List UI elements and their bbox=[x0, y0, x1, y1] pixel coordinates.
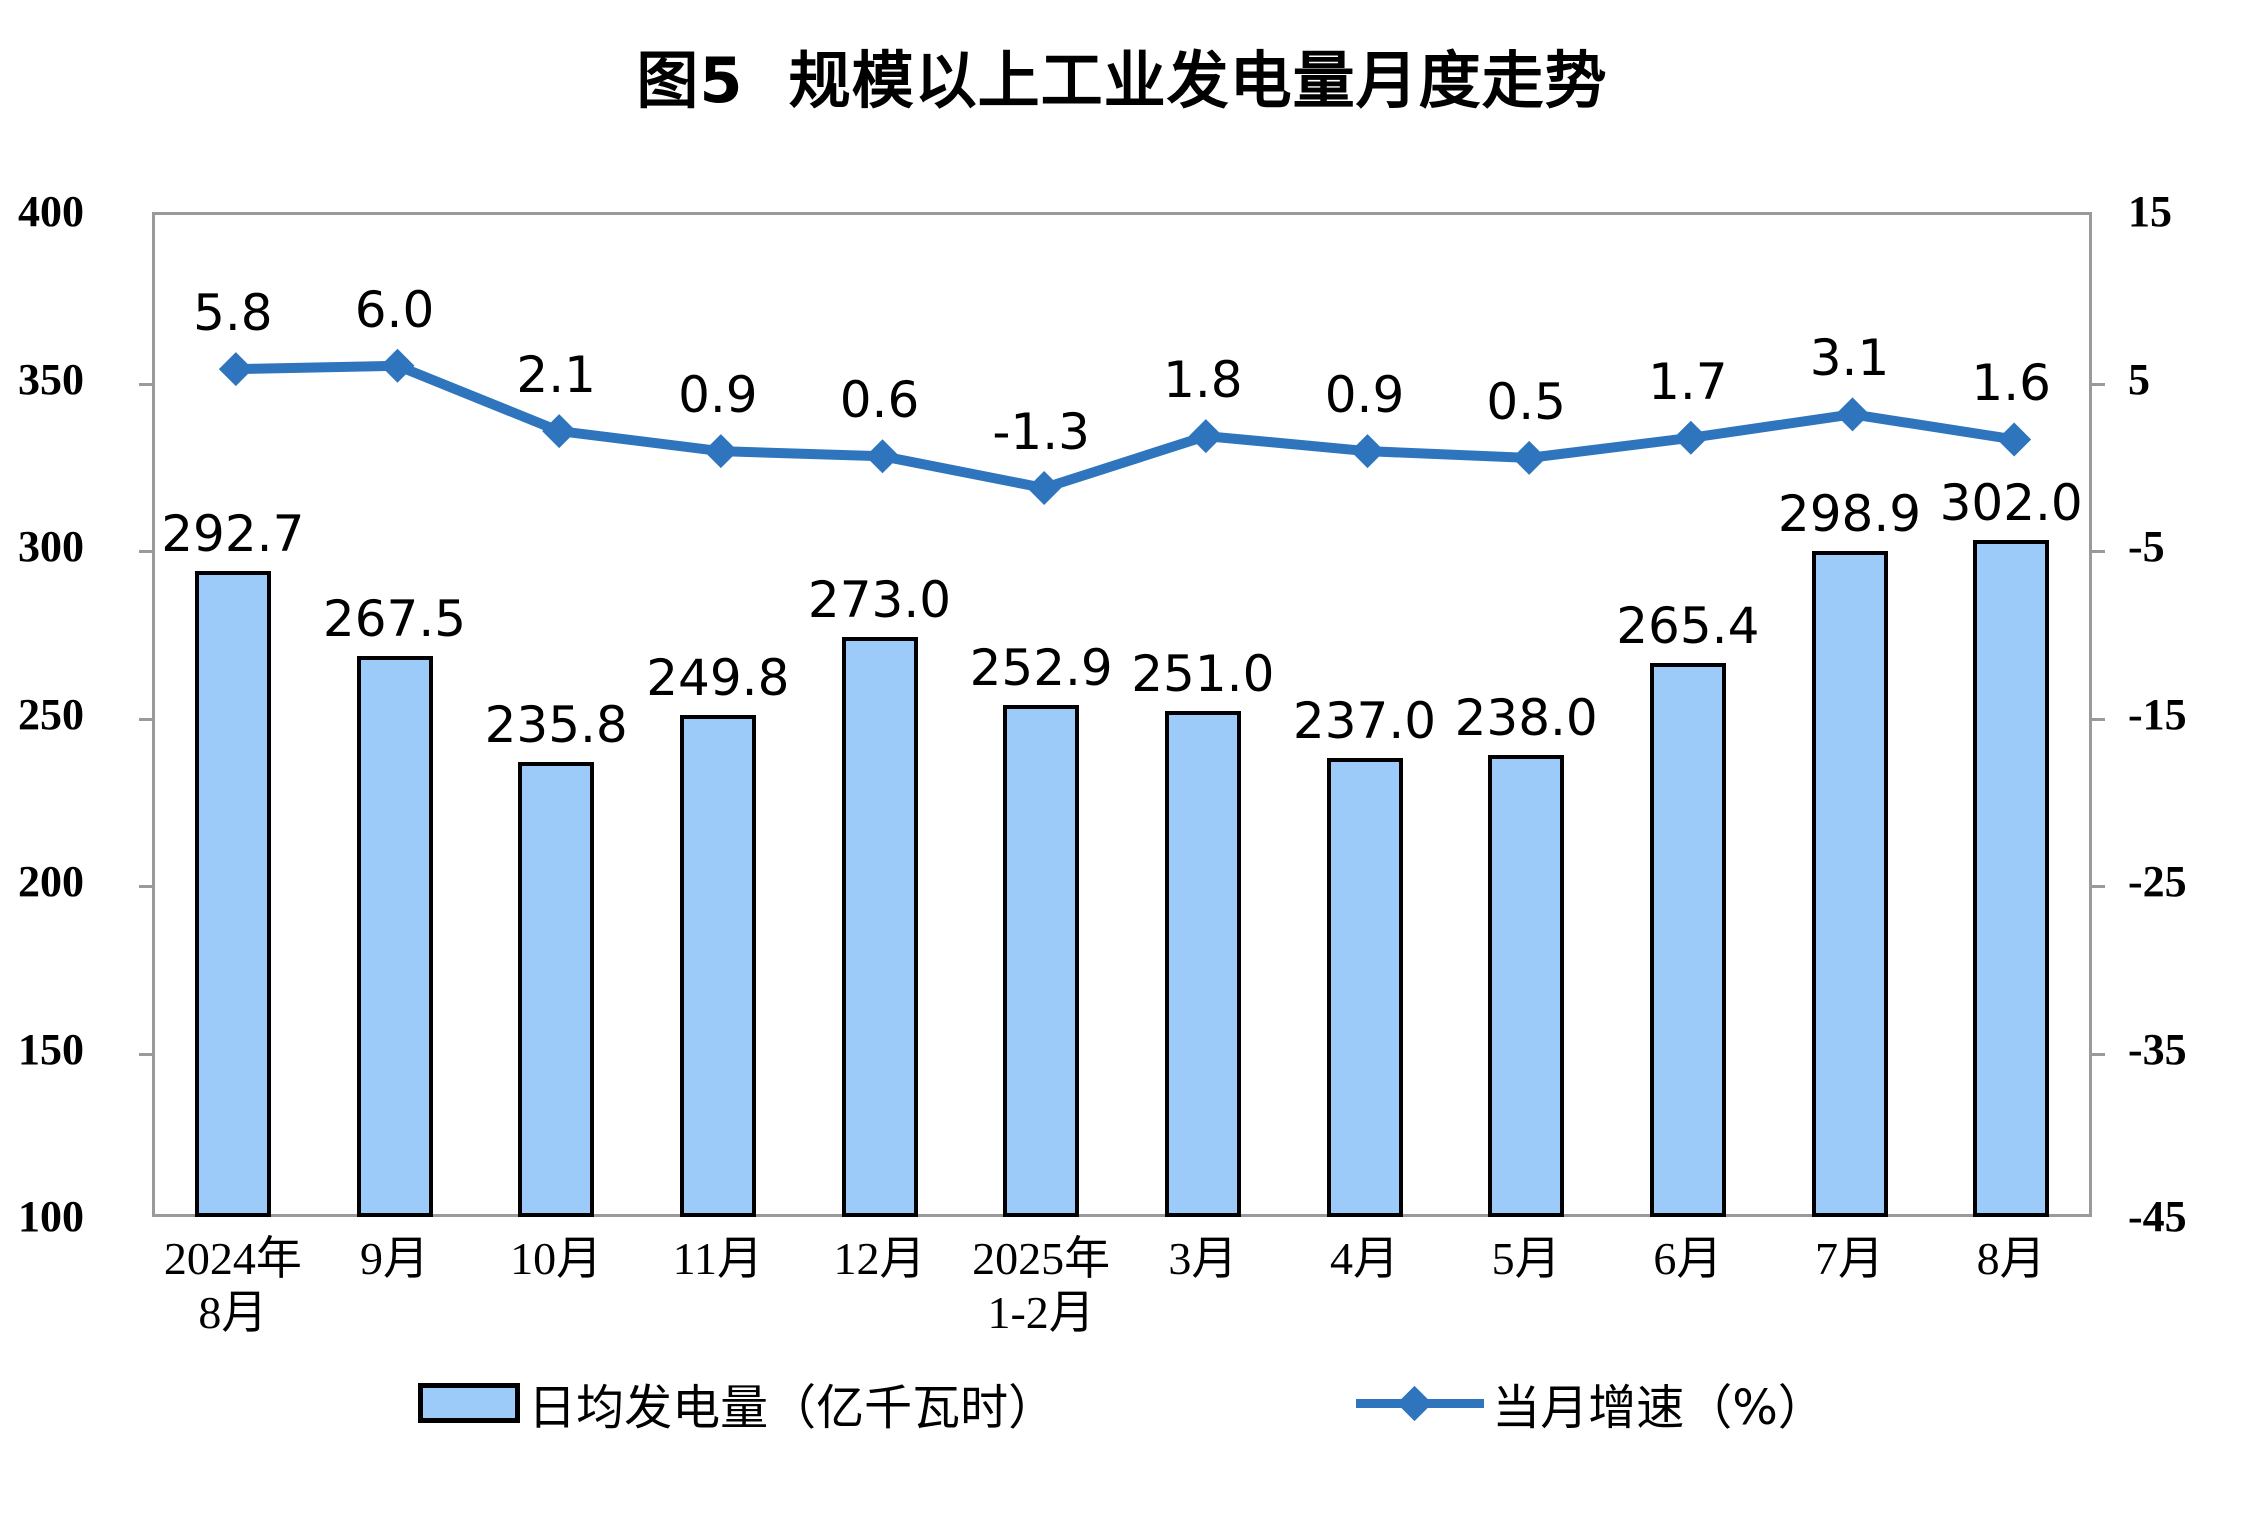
bar bbox=[518, 762, 595, 1217]
bar bbox=[1164, 711, 1241, 1217]
right-axis-tick-mark bbox=[2089, 382, 2105, 386]
line-diamond-marker bbox=[218, 352, 253, 387]
category-label: 2024年 8月 bbox=[163, 1233, 302, 1339]
bar-value-label: 237.0 bbox=[1292, 692, 1437, 751]
right-axis-tick-label: -35 bbox=[2128, 1024, 2187, 1074]
line-diamond-marker bbox=[1027, 471, 1062, 506]
bar bbox=[679, 715, 756, 1217]
line-diamond-marker bbox=[703, 434, 738, 469]
line-value-label: 2.1 bbox=[516, 346, 596, 405]
growth-rate-polyline bbox=[235, 360, 2015, 494]
line-diamond-marker bbox=[1835, 397, 1870, 432]
left-axis-tick-mark bbox=[139, 550, 155, 553]
bar-value-label: 273.0 bbox=[807, 571, 952, 630]
category-label: 9月 bbox=[360, 1233, 429, 1284]
line-value-label: 0.5 bbox=[1486, 372, 1566, 431]
left-axis-tick-mark bbox=[139, 382, 155, 386]
line-value-label: 0.9 bbox=[1324, 366, 1405, 425]
left-axis-tick-mark bbox=[139, 885, 155, 888]
category-label: 5月 bbox=[1491, 1233, 1561, 1284]
bar bbox=[1326, 758, 1403, 1217]
category-label: 10月 bbox=[510, 1233, 603, 1284]
bar-value-label: 292.7 bbox=[161, 505, 305, 564]
right-axis-tick-label: 15 bbox=[2128, 187, 2172, 236]
legend-item-growth-rate: 当月增速（%） bbox=[1356, 1368, 1826, 1438]
line-value-label: 0.9 bbox=[678, 366, 758, 425]
category-label: 3月 bbox=[1168, 1233, 1238, 1284]
chart-title: 图5 规模以上工业发电量月度走势 bbox=[636, 44, 1608, 117]
line-value-label: 5.8 bbox=[193, 284, 273, 343]
category-label: 12月 bbox=[833, 1233, 926, 1284]
plot-area bbox=[139, 212, 2105, 1217]
right-axis-tick-label: 5 bbox=[2128, 354, 2150, 404]
line-value-label: -1.3 bbox=[992, 403, 1090, 462]
line-value-label: 1.7 bbox=[1648, 352, 1728, 411]
line-diamond-marker bbox=[1997, 422, 2032, 457]
category-label: 4月 bbox=[1330, 1233, 1399, 1284]
bar-value-label: 238.0 bbox=[1454, 688, 1598, 747]
right-axis-tick-mark bbox=[2089, 550, 2105, 553]
line-diamond-marker bbox=[1350, 434, 1385, 469]
bar bbox=[1973, 540, 2050, 1217]
line-diamond-marker bbox=[542, 414, 577, 449]
left-axis-tick-label: 350 bbox=[18, 354, 84, 404]
category-label: 11月 bbox=[672, 1233, 763, 1284]
legend-item-daily-generation: 日均发电量（亿千瓦时） bbox=[418, 1368, 1056, 1438]
right-axis-tick-label: -15 bbox=[2128, 689, 2187, 739]
left-axis-tick-label: 200 bbox=[18, 857, 84, 906]
right-axis-tick-mark bbox=[2089, 885, 2105, 888]
line-diamond-marker bbox=[1512, 440, 1547, 475]
bar-swatch-icon bbox=[418, 1383, 521, 1423]
bar-value-label: 267.5 bbox=[322, 589, 467, 648]
category-label: 8月 bbox=[1976, 1233, 2046, 1284]
right-axis-tick-mark bbox=[2089, 717, 2105, 721]
right-axis-tick-label: -25 bbox=[2128, 857, 2187, 906]
chart-legend: 日均发电量（亿千瓦时） 当月增速（%） bbox=[0, 1368, 2244, 1438]
category-label: 6月 bbox=[1653, 1233, 1723, 1284]
category-label: 7月 bbox=[1815, 1233, 1884, 1284]
growth-rate-line-series bbox=[218, 348, 2032, 506]
line-value-label: 1.6 bbox=[1971, 354, 2051, 413]
legend-label-growth-rate: 当月增速（%） bbox=[1492, 1380, 1826, 1436]
bar bbox=[1488, 754, 1565, 1217]
bar bbox=[194, 571, 271, 1217]
line-diamond-marker bbox=[380, 348, 415, 383]
line-diamond-icon bbox=[1356, 1383, 1485, 1423]
line-diamond-marker bbox=[1673, 420, 1708, 455]
category-label: 2025年 1-2月 bbox=[972, 1233, 1111, 1339]
bar bbox=[1649, 662, 1726, 1217]
right-axis-tick-label: -45 bbox=[2128, 1192, 2187, 1241]
bar-value-label: 235.8 bbox=[484, 696, 628, 755]
left-axis-tick-mark bbox=[139, 717, 155, 721]
bar-value-label: 251.0 bbox=[1131, 645, 1275, 704]
bar-value-label: 302.0 bbox=[1939, 474, 2083, 533]
line-diamond-marker bbox=[1188, 419, 1223, 454]
bar bbox=[1003, 704, 1080, 1217]
right-axis-tick-mark bbox=[2089, 1052, 2105, 1056]
left-axis-tick-label: 400 bbox=[18, 187, 84, 236]
left-axis-tick-label: 100 bbox=[18, 1192, 84, 1241]
legend-label-daily-generation: 日均发电量（亿千瓦时） bbox=[528, 1380, 1057, 1436]
bar-value-label: 265.4 bbox=[1616, 596, 1760, 655]
bar bbox=[356, 655, 433, 1217]
line-diamond-marker bbox=[865, 439, 900, 474]
right-axis-tick-label: -5 bbox=[2128, 522, 2165, 571]
line-value-label: 1.8 bbox=[1163, 351, 1243, 410]
bar-value-label: 298.9 bbox=[1777, 484, 1922, 543]
line-value-label: 6.0 bbox=[354, 280, 435, 339]
bar bbox=[841, 637, 918, 1217]
left-axis-tick-label: 250 bbox=[18, 689, 84, 739]
line-value-label: 3.1 bbox=[1809, 329, 1890, 388]
bar-value-label: 252.9 bbox=[969, 638, 1113, 697]
line-value-label: 0.6 bbox=[839, 371, 920, 430]
left-axis-tick-label: 150 bbox=[18, 1024, 84, 1074]
left-axis-tick-label: 300 bbox=[18, 522, 84, 571]
bar-value-label: 249.8 bbox=[646, 649, 790, 708]
bar bbox=[1811, 550, 1888, 1217]
left-axis-tick-mark bbox=[139, 1052, 155, 1056]
legend-diamond-marker bbox=[1397, 1385, 1433, 1422]
